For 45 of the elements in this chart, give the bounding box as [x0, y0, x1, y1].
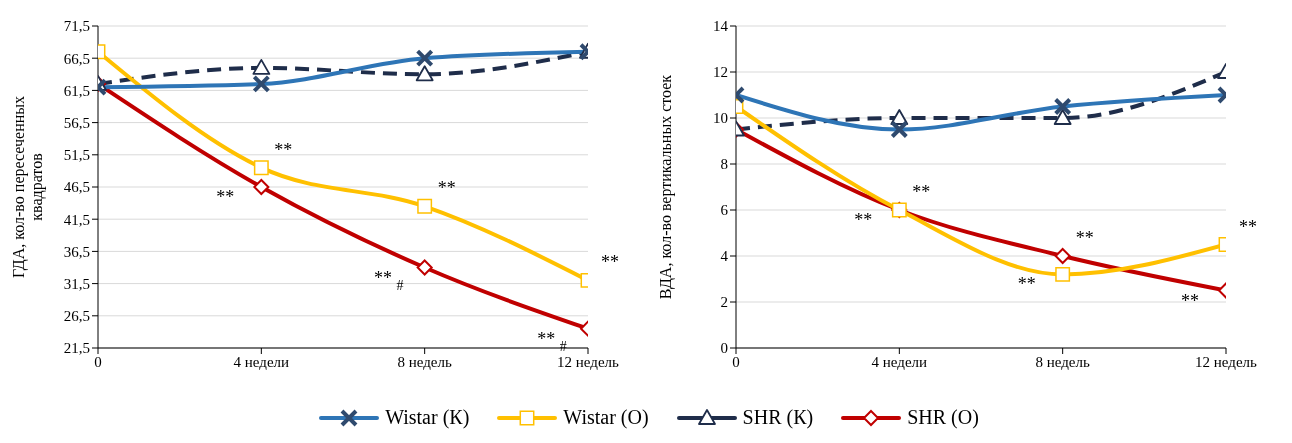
annotation: ** — [854, 210, 873, 230]
y-axis-title: ВДА, кол-во вертикальных стоек — [657, 74, 675, 300]
x-tick-label: 12 недель — [1195, 353, 1258, 370]
annotation: ** — [1075, 228, 1094, 248]
y-tick-label: 71,5 — [63, 18, 90, 35]
y-tick-label: 2 — [720, 294, 728, 311]
x-tick-label: 0 — [732, 353, 740, 370]
x-tick-label: 8 недель — [397, 353, 452, 370]
y-tick-label: 36,5 — [63, 243, 90, 260]
y-tick-label: 4 — [720, 248, 729, 265]
y-tick-label: 6 — [720, 202, 729, 219]
annotation: ** — [216, 187, 235, 207]
legend-label: Wistar (О) — [563, 406, 649, 429]
x-tick-label: 12 недель — [557, 353, 620, 370]
y-tick-label: 0 — [720, 340, 728, 357]
y-tick-label: 21,5 — [63, 340, 90, 357]
y-tick-label: 51,5 — [63, 147, 90, 164]
annotation: ** — [601, 252, 619, 273]
annotation: ** $_{#}$ — [537, 328, 567, 354]
legend-label: Wistar (К) — [385, 406, 470, 429]
y-tick-label: 26,5 — [63, 308, 90, 325]
y-tick-label: 61,5 — [63, 82, 90, 99]
annotation: ** — [1017, 274, 1036, 295]
x-tick-label: 0 — [94, 353, 102, 370]
y-tick-label: 8 — [720, 156, 728, 173]
legend-label: SHR (К) — [742, 406, 814, 429]
y-tick-label: 46,5 — [63, 179, 90, 196]
annotation: ** — [912, 182, 931, 202]
y-tick-label: 12 — [713, 64, 728, 81]
y-tick-label: 14 — [713, 18, 729, 35]
y-tick-label: 56,5 — [63, 114, 90, 131]
annotation: ** $_{#}$ — [373, 267, 404, 293]
y-tick-label: 41,5 — [63, 211, 90, 228]
y-axis-title: ГДА, кол-во пересеченных квадратов — [10, 95, 46, 279]
y-tick-label: 66,5 — [63, 50, 90, 67]
annotation: ** — [1181, 290, 1199, 311]
annotation: ** — [1239, 216, 1257, 237]
annotation: ** — [437, 178, 456, 199]
annotation: ** — [274, 139, 293, 160]
legend-label: SHR (О) — [907, 406, 979, 429]
x-tick-label: 4 недели — [233, 353, 290, 370]
y-tick-label: 31,5 — [63, 275, 90, 292]
y-tick-label: 10 — [713, 110, 728, 127]
x-tick-label: 4 недели — [871, 353, 928, 370]
x-tick-label: 8 недель — [1035, 353, 1090, 370]
